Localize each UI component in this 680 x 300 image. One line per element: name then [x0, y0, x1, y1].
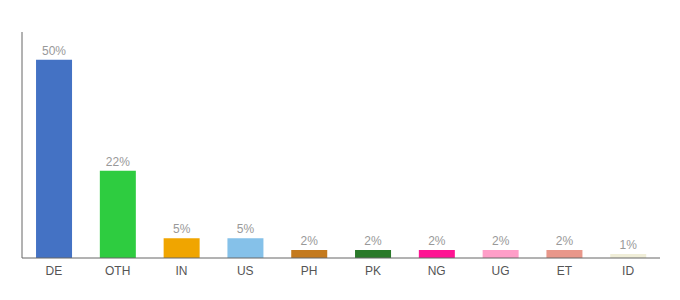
svg-text:PH: PH	[301, 264, 318, 278]
svg-text:NG: NG	[428, 264, 446, 278]
svg-text:1%: 1%	[620, 238, 638, 252]
svg-text:US: US	[237, 264, 254, 278]
svg-text:2%: 2%	[556, 234, 574, 248]
svg-text:UG: UG	[492, 264, 510, 278]
svg-text:5%: 5%	[237, 222, 255, 236]
svg-text:50%: 50%	[42, 44, 66, 58]
svg-text:22%: 22%	[106, 155, 130, 169]
svg-text:PK: PK	[365, 264, 381, 278]
svg-text:IN: IN	[176, 264, 188, 278]
svg-text:ET: ET	[557, 264, 573, 278]
svg-text:DE: DE	[46, 264, 63, 278]
svg-text:2%: 2%	[492, 234, 510, 248]
svg-text:2%: 2%	[364, 234, 382, 248]
svg-text:5%: 5%	[173, 222, 191, 236]
svg-text:2%: 2%	[301, 234, 319, 248]
svg-text:2%: 2%	[428, 234, 446, 248]
svg-text:ID: ID	[622, 264, 634, 278]
svg-text:OTH: OTH	[105, 264, 130, 278]
